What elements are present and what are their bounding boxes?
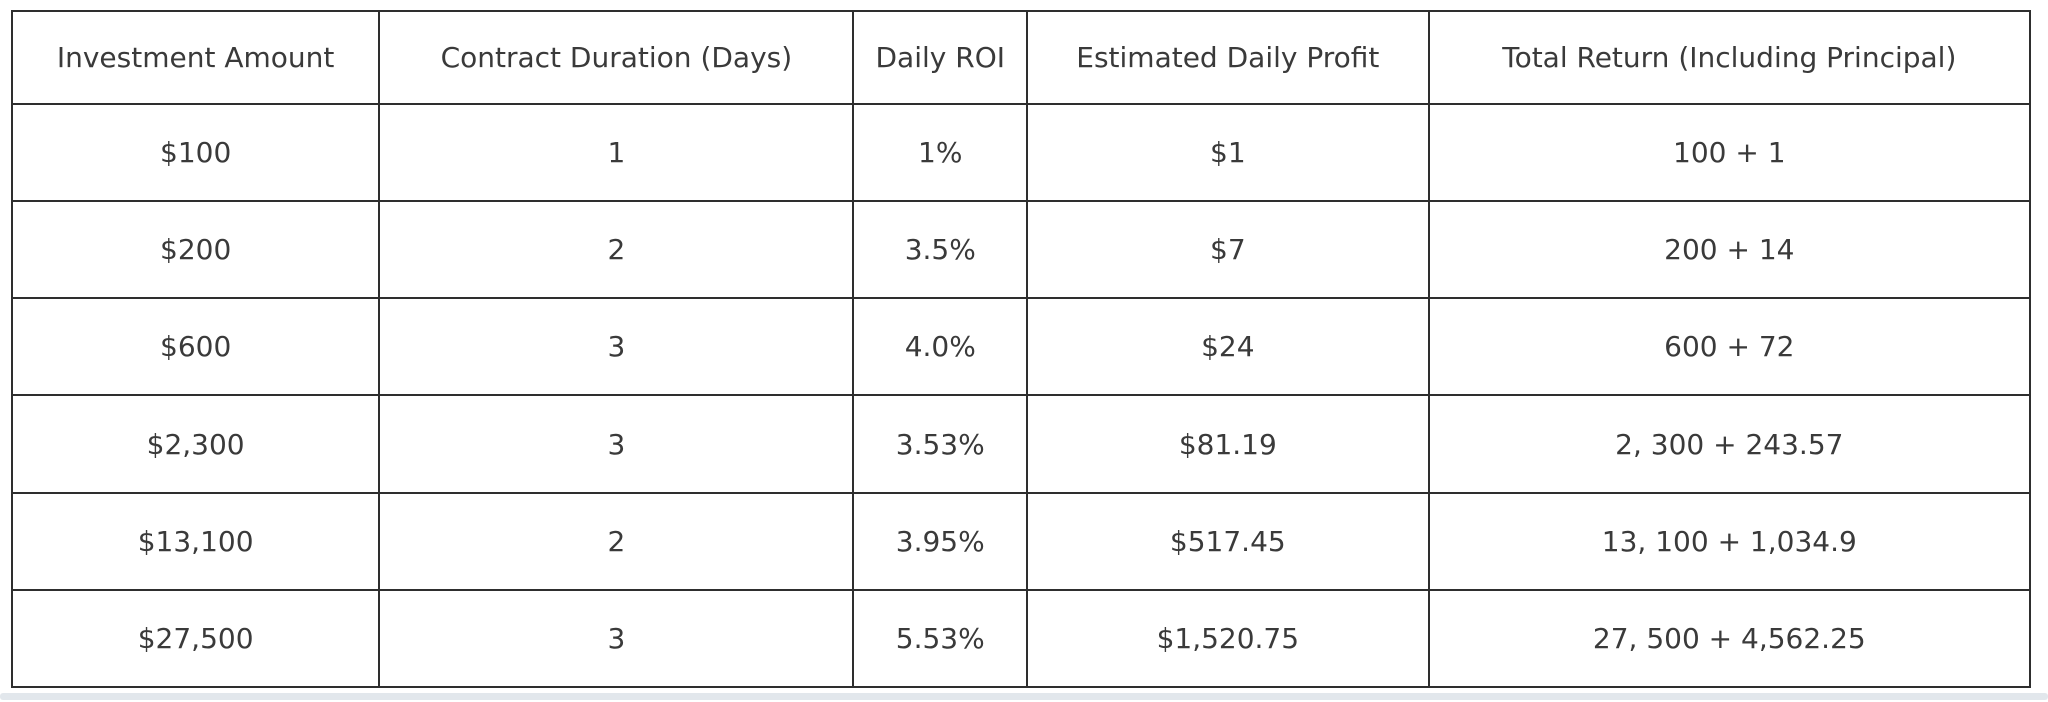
cell-daily-roi: 4.0% (852, 297, 1029, 397)
table-row: $13,100 2 3.95% $517.45 13, 100 + 1,034.… (10, 491, 2032, 591)
investment-plans-table: Investment Amount Contract Duration (Day… (10, 10, 2032, 689)
cell-daily-roi: 3.53% (852, 394, 1029, 494)
cell-investment-amount: $2,300 (10, 394, 381, 494)
cell-total-return: 13, 100 + 1,034.9 (1427, 491, 2032, 591)
column-header-estimated-daily-profit: Estimated Daily Profit (1026, 10, 1430, 105)
cell-total-return: 27, 500 + 4,562.25 (1427, 588, 2032, 689)
column-header-investment-amount: Investment Amount (10, 10, 381, 105)
cell-contract-duration: 2 (378, 200, 855, 300)
table-row: $200 2 3.5% $7 200 + 14 (10, 200, 2032, 300)
cell-estimated-daily-profit: $24 (1026, 297, 1430, 397)
bottom-edge-bar (0, 693, 2048, 700)
cell-investment-amount: $200 (10, 200, 381, 300)
cell-daily-roi: 1% (852, 102, 1029, 203)
cell-contract-duration: 1 (378, 102, 855, 203)
cell-investment-amount: $27,500 (10, 588, 381, 689)
header-row: Investment Amount Contract Duration (Day… (10, 10, 2032, 105)
cell-estimated-daily-profit: $517.45 (1026, 491, 1430, 591)
cell-total-return: 100 + 1 (1427, 102, 2032, 203)
cell-daily-roi: 3.5% (852, 200, 1029, 300)
table-row: $600 3 4.0% $24 600 + 72 (10, 297, 2032, 397)
cell-total-return: 2, 300 + 243.57 (1427, 394, 2032, 494)
cell-investment-amount: $600 (10, 297, 381, 397)
table-row: $2,300 3 3.53% $81.19 2, 300 + 243.57 (10, 394, 2032, 494)
cell-estimated-daily-profit: $1,520.75 (1026, 588, 1430, 689)
column-header-total-return: Total Return (Including Principal) (1427, 10, 2032, 105)
cell-estimated-daily-profit: $1 (1026, 102, 1430, 203)
table-row: $27,500 3 5.53% $1,520.75 27, 500 + 4,56… (10, 588, 2032, 689)
table-row: $100 1 1% $1 100 + 1 (10, 102, 2032, 203)
cell-investment-amount: $13,100 (10, 491, 381, 591)
cell-contract-duration: 3 (378, 394, 855, 494)
cell-daily-roi: 5.53% (852, 588, 1029, 689)
cell-estimated-daily-profit: $81.19 (1026, 394, 1430, 494)
column-header-contract-duration: Contract Duration (Days) (378, 10, 855, 105)
cell-daily-roi: 3.95% (852, 491, 1029, 591)
cell-contract-duration: 2 (378, 491, 855, 591)
column-header-daily-roi: Daily ROI (852, 10, 1029, 105)
cell-contract-duration: 3 (378, 297, 855, 397)
cell-contract-duration: 3 (378, 588, 855, 689)
cell-total-return: 600 + 72 (1427, 297, 2032, 397)
cell-investment-amount: $100 (10, 102, 381, 203)
cell-estimated-daily-profit: $7 (1026, 200, 1430, 300)
cell-total-return: 200 + 14 (1427, 200, 2032, 300)
